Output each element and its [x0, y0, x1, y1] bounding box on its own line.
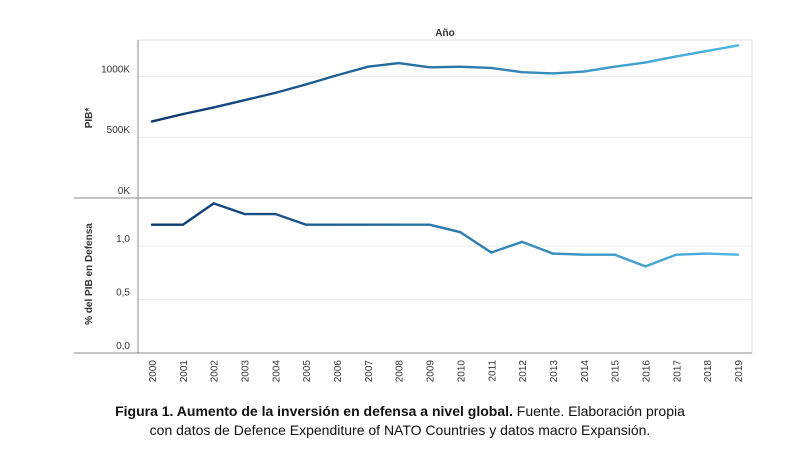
y-tick-label-pib-2: 1000K: [101, 64, 130, 75]
series-segment-pib-2009: [428, 65, 462, 69]
series-segment-pib-2017: [675, 49, 709, 58]
y-tick-label-pib-0: 0K: [118, 186, 131, 197]
axes: [74, 39, 753, 354]
x-tick-label-2009: 2009: [426, 360, 437, 383]
series-segment-defense-2013: [551, 252, 585, 256]
tick-labels: 0K 500K 1000K 0,0 0,5 1,0 2000 2001 2002 2003 2004…: [101, 64, 745, 382]
x-tick-label-2008: 2008: [395, 360, 406, 383]
x-tick-label-2019: 2019: [734, 360, 745, 383]
series-segment-pib-2005: [305, 74, 339, 86]
series-lines: [150, 44, 740, 268]
series-segment-pib-2002: [212, 98, 246, 109]
y-tick-label-defense-0: 0,0: [116, 341, 130, 352]
series-segment-defense-2004: [274, 212, 308, 226]
y-axis-title-defense-share: % del PIB en Defensa: [84, 223, 95, 325]
x-tick-label-2011: 2011: [487, 360, 498, 382]
series-segment-defense-2002: [212, 202, 246, 216]
y-tick-label-defense-1: 0,5: [116, 288, 130, 299]
series-segment-pib-2018: [705, 44, 740, 53]
gridlines: [138, 75, 752, 301]
x-tick-label-2015: 2015: [611, 360, 622, 383]
x-tick-label-2013: 2013: [549, 360, 560, 383]
series-segment-defense-2017: [675, 252, 709, 256]
x-axis-title: Año: [435, 28, 454, 39]
series-segment-defense-2018: [705, 252, 740, 256]
series-segment-pib-2010: [459, 65, 493, 70]
series-segment-pib-2003: [243, 91, 277, 102]
series-segment-pib-2004: [274, 83, 308, 95]
series-segment-defense-2012: [520, 240, 555, 255]
series-segment-pib-2012: [520, 71, 555, 75]
series-segment-pib-2016: [644, 55, 678, 64]
line-chart: Año PIB* % del PIB en Defensa 0K 500K 1000…: [74, 28, 753, 382]
caption-title: Figura 1. Aumento de la inversión en def…: [115, 403, 513, 419]
series-segment-pib-2013: [551, 70, 585, 75]
series-segment-defense-2010: [459, 231, 493, 254]
x-tick-label-2018: 2018: [703, 360, 714, 383]
series-segment-pib-2008: [397, 61, 431, 69]
series-segment-defense-2001: [181, 202, 215, 226]
caption-line-1: Figura 1. Aumento de la inversión en def…: [0, 402, 800, 421]
x-tick-label-2002: 2002: [210, 360, 221, 383]
series-segment-pib-2011: [490, 66, 524, 74]
x-tick-label-2012: 2012: [518, 360, 529, 383]
x-tick-label-2001: 2001: [179, 360, 190, 383]
x-tick-label-2000: 2000: [148, 360, 159, 383]
series-segment-pib-2015: [613, 61, 647, 68]
caption-line-2: con datos de Defence Expenditure of NATO…: [149, 422, 651, 438]
x-tick-label-2014: 2014: [580, 360, 591, 383]
y-axis-title-pib: PIB*: [84, 108, 95, 129]
y-tick-label-defense-2: 1,0: [116, 234, 130, 245]
figure-caption: Figura 1. Aumento de la inversión en def…: [0, 402, 800, 440]
series-segment-pib-2001: [181, 106, 215, 116]
x-tick-label-2003: 2003: [241, 360, 252, 383]
series-segment-pib-2014: [582, 65, 616, 73]
x-tick-label-2004: 2004: [271, 360, 282, 383]
x-tick-label-2017: 2017: [672, 360, 683, 383]
caption-source: Fuente. Elaboración propia: [512, 403, 685, 419]
x-tick-label-2006: 2006: [333, 360, 344, 383]
x-tick-label-2005: 2005: [302, 360, 313, 383]
y-tick-label-pib-1: 500K: [107, 125, 131, 136]
x-tick-label-2010: 2010: [456, 360, 467, 383]
series-segment-defense-2011: [490, 240, 524, 254]
x-tick-label-2016: 2016: [641, 360, 652, 383]
series-segment-defense-2009: [428, 223, 462, 234]
series-segment-pib-2000: [150, 112, 185, 123]
series-segment-defense-2015: [613, 253, 647, 268]
x-tick-label-2007: 2007: [364, 360, 375, 383]
series-segment-pib-2006: [335, 65, 370, 77]
series-segment-pib-2007: [366, 61, 400, 68]
series-segment-defense-2016: [644, 253, 678, 268]
